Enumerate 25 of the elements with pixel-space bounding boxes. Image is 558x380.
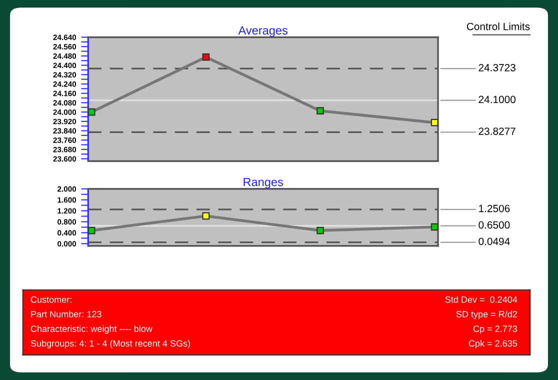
- point: [202, 212, 210, 220]
- text: Part Number: 123: [31, 310, 102, 318]
- text: Cpk = 2.635: [468, 340, 518, 348]
- text: Characteristic: weight ---- blow: [30, 325, 152, 334]
- text: Std Dev = 0.2404: [445, 296, 518, 303]
- text: Subgroups: 4: 1 - 4 (Most recent 4 SGs): [30, 340, 190, 348]
- ref-line-label: 0.0494: [478, 238, 510, 246]
- point: [430, 223, 438, 231]
- ref-line-label: 23.8277: [478, 128, 516, 135]
- point: [88, 226, 96, 234]
- ref-line-label: 0.6500: [478, 221, 510, 229]
- ref-line-label: 1.2506: [479, 204, 510, 212]
- text: Control Limits: [466, 22, 530, 30]
- chart-title: Averages: [238, 26, 288, 37]
- point: [316, 107, 324, 115]
- text: SD type = R/d2: [456, 310, 517, 320]
- text: Customer:: [30, 296, 72, 303]
- ref-line-label: 24.3723: [478, 64, 516, 72]
- point: [88, 108, 96, 116]
- chart-title: Ranges: [244, 178, 284, 189]
- point: [316, 226, 324, 234]
- point: [202, 53, 210, 61]
- text: Cp = 2.773: [473, 326, 518, 334]
- point: [430, 118, 438, 126]
- ref-line-label: 24.1000: [478, 96, 516, 104]
